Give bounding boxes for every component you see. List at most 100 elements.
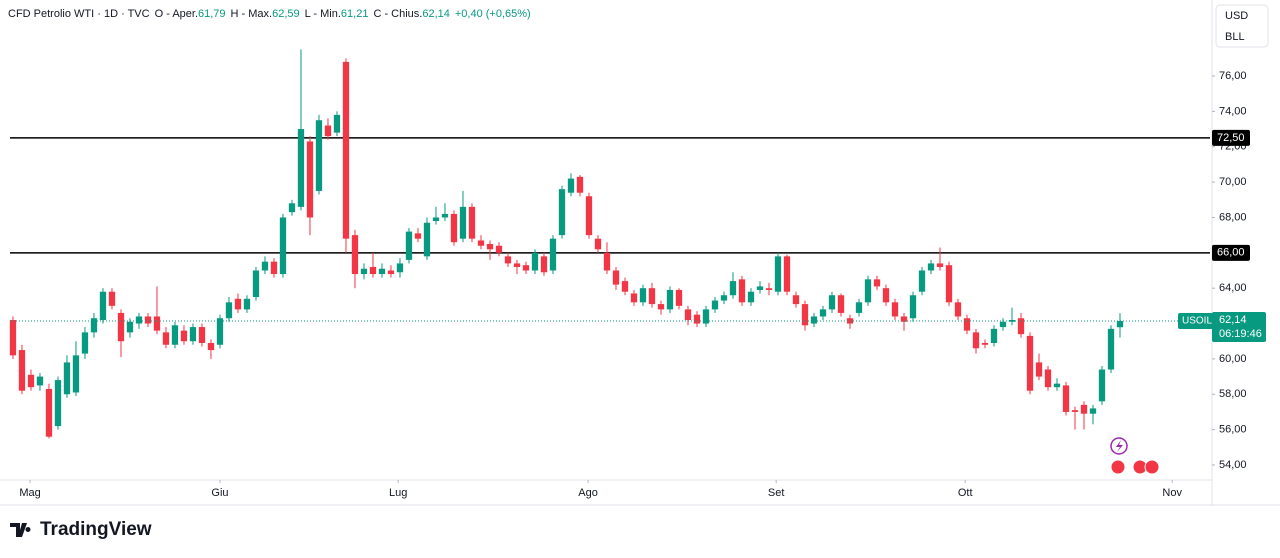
candle-body <box>792 295 800 305</box>
candle-body <box>99 291 107 320</box>
brand-name: TradingView <box>40 519 152 540</box>
candle-body <box>36 376 44 386</box>
candle-body <box>891 302 899 317</box>
candle-body <box>873 279 881 287</box>
candle-body <box>450 213 458 243</box>
candle-body <box>666 289 674 310</box>
candle-body <box>603 252 611 271</box>
candle-body <box>369 266 377 275</box>
candle-body <box>621 281 629 292</box>
candle-body <box>459 206 467 239</box>
currency[interactable]: USD <box>1225 10 1248 22</box>
candle-body <box>918 270 926 292</box>
candle-body <box>495 245 503 253</box>
candle-body <box>558 189 566 236</box>
y-tick-label: 64,00 <box>1219 282 1247 294</box>
candle-body <box>405 231 413 260</box>
candle-body <box>648 288 656 305</box>
candle-body <box>72 355 80 393</box>
legend-change: +0,40 (+0,65%) <box>455 8 531 20</box>
candle-body <box>954 302 962 317</box>
hline-label: 66,00 <box>1217 247 1245 259</box>
candle-body <box>981 342 989 345</box>
brand: TradingView <box>10 519 152 541</box>
candle-body <box>774 256 782 292</box>
candle-body <box>513 263 521 267</box>
candle-body <box>288 203 296 213</box>
candle-body <box>801 304 809 326</box>
candle-body <box>1107 328 1115 370</box>
y-tick-label: 70,00 <box>1219 176 1247 188</box>
candle-body <box>162 332 170 345</box>
candle-body <box>387 270 395 275</box>
candle-body <box>252 270 260 298</box>
candle-body <box>927 263 935 271</box>
x-tick-label: Nov <box>1162 487 1182 499</box>
x-tick-label: Ago <box>578 487 598 499</box>
candle-body <box>882 288 890 303</box>
candle-body <box>9 320 17 356</box>
candle-body <box>27 374 35 388</box>
candle-body <box>225 302 233 319</box>
y-tick-label: 76,00 <box>1219 70 1247 82</box>
candle-body <box>45 388 53 437</box>
hline-label-box <box>1212 244 1250 261</box>
candle-body <box>1080 404 1088 414</box>
candle-body <box>1071 410 1079 412</box>
candle-body <box>639 288 647 303</box>
candle-body <box>846 318 854 324</box>
candle-body <box>216 318 224 345</box>
legend-label: H - Max. <box>231 8 273 20</box>
candle-body <box>351 235 359 275</box>
x-tick-label: Mag <box>19 487 40 499</box>
candle-body <box>756 286 764 290</box>
symbol-tag <box>1178 313 1213 330</box>
y-tick-label: 58,00 <box>1219 388 1247 400</box>
x-tick-label: Lug <box>389 487 407 499</box>
event-flag[interactable] <box>1110 459 1126 475</box>
legend-value: 61,79 <box>198 8 226 20</box>
candle-body <box>810 316 818 324</box>
candle-body <box>549 238 557 271</box>
x-tick-label: Ott <box>958 487 973 499</box>
candle-body <box>999 321 1007 328</box>
candle-body <box>711 300 719 310</box>
candle-body <box>279 217 287 275</box>
candle-body <box>468 206 476 239</box>
candle-body <box>171 325 179 345</box>
candle-body <box>144 316 152 324</box>
event-icons[interactable] <box>1110 437 1160 475</box>
symbol-tag-label: USOIL <box>1182 316 1212 327</box>
candle-body <box>765 288 773 290</box>
candle-body <box>108 291 116 306</box>
candle-body <box>396 263 404 273</box>
candle-body <box>207 342 215 351</box>
candle-body <box>990 328 998 343</box>
candle-body <box>135 316 143 324</box>
candle-body <box>441 213 449 218</box>
legend-label: L - Min. <box>305 8 341 20</box>
candle-body <box>693 314 701 324</box>
brand-logo <box>10 523 31 537</box>
candle-body <box>117 312 125 342</box>
candle-body <box>657 304 665 310</box>
candle-body <box>126 321 134 333</box>
unit-box[interactable] <box>1215 4 1269 48</box>
candle-body <box>297 129 305 207</box>
candle-body <box>936 263 944 267</box>
candle-body <box>1035 362 1043 377</box>
candle-body <box>783 256 791 292</box>
candle-body <box>540 256 548 273</box>
unit[interactable]: BLL <box>1225 31 1245 43</box>
candle-body <box>630 293 638 303</box>
event-flag[interactable] <box>1144 459 1160 475</box>
candle-body <box>180 330 188 342</box>
y-tick-label: 74,00 <box>1219 105 1247 117</box>
price-tag-countdown: 06:19:46 <box>1219 328 1262 340</box>
candle-body <box>1017 318 1025 335</box>
candle-body <box>270 261 278 275</box>
candle-body <box>18 350 26 391</box>
candle-body <box>189 327 197 342</box>
candle-body <box>1008 320 1016 322</box>
